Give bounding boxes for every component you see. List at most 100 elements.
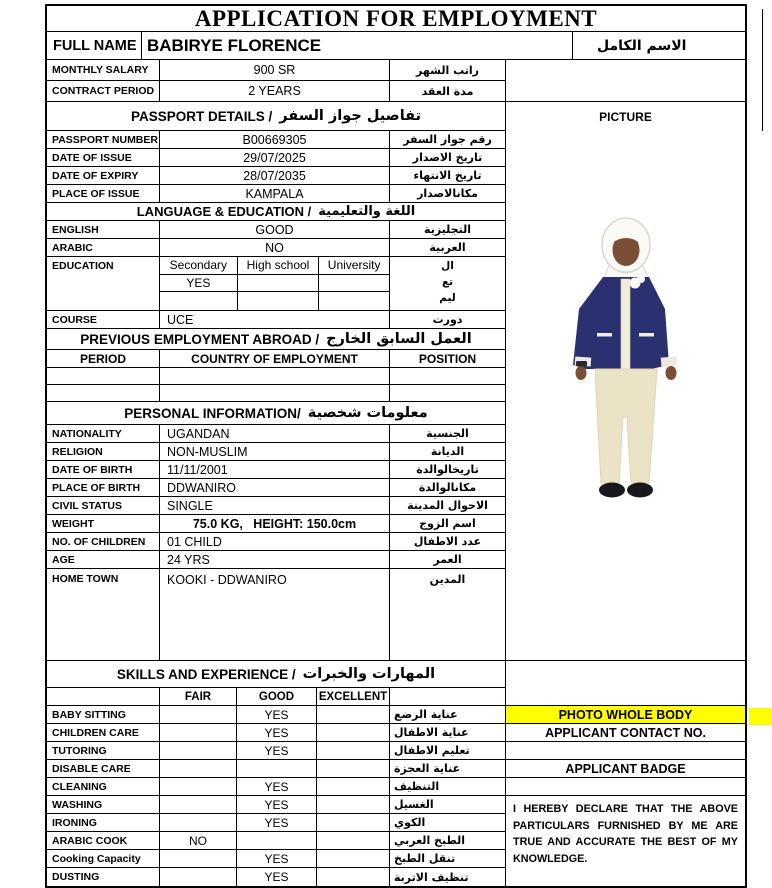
passport-number-label: PASSPORT NUMBER (47, 131, 160, 148)
right-empty-cell (506, 661, 745, 706)
good-column-header: GOOD (237, 688, 317, 705)
date-of-issue-value: 29/07/2025 (160, 149, 390, 166)
applicant-badge-label: APPLICANT BADGE (506, 760, 745, 778)
course-arabic: دورت (432, 313, 463, 326)
full-name-label: FULL NAME (47, 32, 142, 59)
contract-period-row: CONTRACT PERIOD 2 YEARS مدة العقد (47, 81, 505, 102)
contact-empty-cell (506, 742, 745, 760)
english-arabic: التجليزية (424, 223, 471, 236)
place-of-birth-value: DDWANIRO (160, 479, 390, 496)
skills-header: SKILLS AND EXPERIENCE / المهارات والخبرا… (47, 661, 505, 688)
form-left-column: MONTHLY SALARY 900 SR راتب الشهر CONTRAC… (47, 60, 505, 886)
civil-status-value: SINGLE (160, 497, 390, 514)
previous-employment-empty-row (47, 385, 505, 402)
period-column-header: PERIOD (47, 350, 160, 367)
age-label: AGE (47, 551, 160, 568)
excellent-column-header: EXCELLENT (317, 688, 390, 705)
application-form-table: APPLICATION FOR EMPLOYMENT FULL NAME BAB… (45, 4, 747, 888)
religion-row: RELIGION NON-MUSLIM الديانة (47, 443, 505, 461)
arabic-value: NO (160, 239, 390, 256)
passport-number-row: PASSPORT NUMBER B00669305 رقم جواز السفر (47, 131, 505, 149)
monthly-salary-row: MONTHLY SALARY 900 SR راتب الشهر (47, 60, 505, 81)
full-name-value: BABIRYE FLORENCE (142, 32, 573, 59)
contract-period-label: CONTRACT PERIOD (47, 81, 160, 101)
date-of-birth-value: 11/11/2001 (160, 461, 390, 478)
full-name-row: FULL NAME BABIRYE FLORENCE الاسم الكامل (47, 32, 745, 60)
skills-header-en: SKILLS AND EXPERIENCE / (116, 666, 296, 682)
date-of-issue-row: DATE OF ISSUE 29/07/2025 تاريخ الاصدار (47, 149, 505, 167)
personal-information-header: PERSONAL INFORMATION/ معلومات شخصية (47, 402, 505, 425)
monthly-salary-arabic: راتب الشهر (416, 63, 479, 77)
children-label: NO. OF CHILDREN (47, 533, 160, 550)
language-education-header-ar: اللغة والتعليمية (318, 204, 416, 219)
religion-label: RELIGION (47, 443, 160, 460)
position-column-header: POSITION (418, 351, 477, 366)
skill-row-baby-sitting: BABY SITTING YES عناية الرضع (47, 706, 505, 724)
passport-details-header-ar: تفاصيل جواز السفر (279, 108, 422, 124)
date-of-birth-row: DATE OF BIRTH 11/11/2001 تاريخالوالدة (47, 461, 505, 479)
contract-period-value: 2 YEARS (160, 81, 390, 101)
english-label: ENGLISH (47, 221, 160, 238)
skill-row-washing: WASHING YES الغسيل (47, 796, 505, 814)
applicant-photo (565, 217, 687, 512)
fair-column-header: FAIR (160, 688, 237, 705)
country-column-header: COUNTRY OF EMPLOYMENT (160, 350, 390, 367)
declaration-text: I HEREBY DECLARE THAT THE ABOVE PARTICUL… (513, 803, 738, 866)
scan-artifact-line (762, 9, 763, 131)
place-of-issue-label: PLACE OF ISSUE (47, 185, 160, 202)
personal-information-header-ar: معلومات شخصية (307, 405, 428, 421)
spouse-name-arabic: اسم الزوج (419, 517, 476, 530)
place-of-issue-value: KAMPALA (160, 185, 390, 202)
picture-section: PICTURE (506, 102, 745, 661)
skills-columns-row: FAIR GOOD EXCELLENT (47, 688, 505, 706)
skills-header-ar: المهارات والخبرات (302, 666, 436, 682)
education-col-secondary: Secondary (160, 257, 238, 275)
skill-row-cleaning: CLEANING YES التنظيف (47, 778, 505, 796)
previous-employment-columns: PERIOD COUNTRY OF EMPLOYMENT POSITION (47, 350, 505, 368)
arabic-row: ARABIC NO العربية (47, 239, 505, 257)
english-value: GOOD (160, 221, 390, 238)
education-col-highschool: High school (237, 257, 320, 275)
education-block: EDUCATION Secondary High school Universi… (47, 257, 505, 311)
civil-status-arabic: الاحوال المدينة (407, 499, 488, 512)
date-of-issue-label: DATE OF ISSUE (47, 149, 160, 166)
picture-label: PICTURE (599, 110, 652, 124)
previous-employment-header-en: PREVIOUS EMPLOYMENT ABROAD / (80, 331, 320, 347)
religion-value: NON-MUSLIM (160, 443, 390, 460)
monthly-salary-value: 900 SR (160, 60, 390, 80)
home-town-arabic: المدين (429, 573, 466, 586)
skill-row-ironing: IRONING YES الكوي (47, 814, 505, 832)
education-arabic-stacked: ال تع ليم (439, 260, 456, 304)
weight-height-row: WEIGHT 75.0 KG, HEIGHT: 150.0cm اسم الزو… (47, 515, 505, 533)
language-education-header-en: LANGUAGE & EDUCATION / (136, 204, 312, 219)
arabic-label: ARABIC (47, 239, 160, 256)
full-name-arabic-label: الاسم الكامل (597, 37, 687, 54)
place-of-birth-label: PLACE OF BIRTH (47, 479, 160, 496)
passport-number-value: B00669305 (160, 131, 390, 148)
education-label: EDUCATION (47, 257, 160, 310)
date-of-expiry-label: DATE OF EXPIRY (47, 167, 160, 184)
age-value: 24 YRS (160, 551, 390, 568)
nationality-row: NATIONALITY UGANDAN الجنسية (47, 425, 505, 443)
previous-employment-empty-row (47, 368, 505, 385)
skill-row-disable-care: DISABLE CARE عناية العجزة (47, 760, 505, 778)
nationality-label: NATIONALITY (47, 425, 160, 442)
home-town-row: HOME TOWN KOOKI - DDWANIRO المدين (47, 569, 505, 661)
education-columns-row: Secondary High school University (160, 257, 389, 275)
right-empty-cell-top (506, 60, 745, 102)
previous-employment-header-ar: العمل السابق الخارج (326, 331, 472, 347)
weight-label: WEIGHT (47, 515, 160, 532)
date-of-expiry-row: DATE OF EXPIRY 28/07/2035 تاريخ الانتهاء (47, 167, 505, 185)
weight-height-value: 75.0 KG, HEIGHT: 150.0cm (160, 515, 390, 532)
skill-row-tutoring: TUTORING YES تعليم الاطفال (47, 742, 505, 760)
skill-row-arabic-cook: ARABIC COOK NO الطبخ العربي (47, 832, 505, 850)
education-grid: Secondary High school University YES (160, 257, 390, 311)
education-empty-row (160, 292, 389, 311)
passport-details-header-en: PASSPORT DETAILS / (130, 108, 273, 124)
education-values-row: YES (160, 274, 389, 293)
language-education-header: LANGUAGE & EDUCATION / اللغة والتعليمية (47, 203, 505, 221)
nationality-arabic: الجنسية (426, 427, 469, 440)
contract-period-arabic: مدة العقد (421, 84, 474, 98)
age-row: AGE 24 YRS العمر (47, 551, 505, 569)
